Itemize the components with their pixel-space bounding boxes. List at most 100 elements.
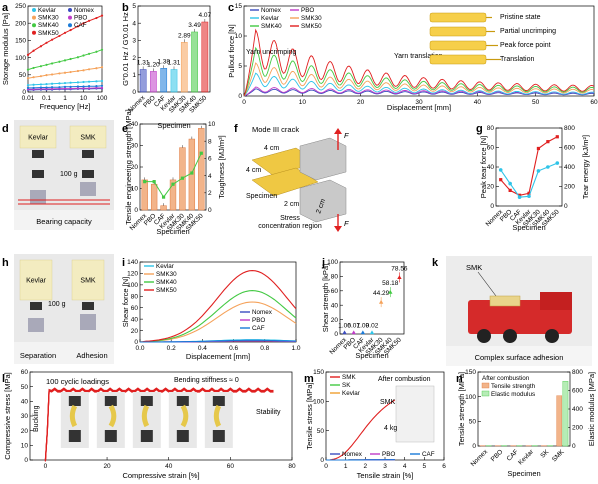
n-y2-tick-label: 200 bbox=[572, 425, 583, 432]
n-y2-tick-label: 0 bbox=[572, 443, 576, 450]
l-y-tick-label: 40 bbox=[21, 399, 29, 406]
a-legend-marker bbox=[32, 8, 36, 12]
n-y2-tick-label: 600 bbox=[572, 388, 583, 395]
a-data-point bbox=[26, 86, 30, 89]
i-y-tick-label: 120 bbox=[127, 271, 138, 278]
a-legend-marker bbox=[32, 30, 36, 35]
a-data-point bbox=[39, 86, 43, 89]
i-legend-label: SMK50 bbox=[156, 287, 177, 294]
a-data-point bbox=[63, 85, 67, 88]
i-x-tick-label: 0.0 bbox=[135, 345, 144, 352]
panel-a: a 0.01 0.1 1 10 100 0 50 100 150 200 250 Kevlar Nomex… bbox=[1, 2, 108, 111]
f-grip-top bbox=[299, 137, 347, 181]
l-x-tick-label: 20 bbox=[103, 463, 111, 470]
b-ylabel: G″0.01 Hz / G′0.01 Hz bbox=[121, 12, 130, 86]
a-data-point bbox=[87, 68, 91, 71]
b-y-tick-label: 4 bbox=[132, 20, 136, 27]
panel-i: i 0.0 0.2 0.4 0.6 0.8 1.0 0 20 40 60 80 100 120 140 Kev… bbox=[121, 257, 301, 361]
l-clip bbox=[212, 396, 225, 406]
i-x-tick-label: 0.4 bbox=[198, 345, 207, 352]
j-data-point bbox=[360, 330, 366, 335]
a-data-point bbox=[26, 77, 30, 80]
panel-letter-n: n bbox=[456, 373, 463, 385]
h-weight bbox=[80, 314, 96, 330]
a-legend-marker bbox=[68, 23, 72, 28]
c-series-line bbox=[243, 28, 595, 97]
h-clip bbox=[30, 302, 42, 310]
c-legend-label: PBO bbox=[301, 7, 314, 14]
i-legend-label: CAF bbox=[252, 325, 265, 332]
a-data-point bbox=[76, 81, 80, 84]
n-legend-label: Elastic modulus bbox=[491, 391, 535, 398]
l-clip bbox=[68, 396, 81, 406]
c-legend-label: SMK50 bbox=[301, 23, 322, 30]
a-data-point bbox=[87, 52, 91, 55]
g-force-point bbox=[555, 135, 559, 139]
c-xlabel: Displacement [mm] bbox=[387, 103, 451, 112]
i-y-tick-label: 0 bbox=[134, 339, 138, 346]
panel-l: l 0 20 40 60 80 0 10 20 30 40 50 60 100 cyclic loadin… bbox=[2, 369, 296, 480]
f-dimension-label: 2 cm bbox=[284, 201, 299, 208]
l-y-tick-label: 60 bbox=[21, 369, 29, 376]
l-clip bbox=[176, 396, 189, 406]
h-fabric-photo bbox=[71, 259, 105, 301]
a-legend-label: SMK30 bbox=[38, 15, 59, 22]
b-y-tick-label: 5 bbox=[132, 3, 136, 10]
i-axes-frame bbox=[139, 261, 297, 343]
a-data-point bbox=[76, 56, 80, 59]
l-xlabel: Compressive strain [%] bbox=[122, 471, 199, 480]
c-inset-label: Pristine state bbox=[500, 14, 541, 21]
n-title: After combustion bbox=[482, 375, 530, 382]
g-y2label: Tear energy [kJ/m²] bbox=[581, 135, 590, 199]
e-bar bbox=[160, 205, 167, 211]
g-force-point bbox=[536, 146, 541, 151]
i-x-tick-label: 0.8 bbox=[260, 345, 269, 352]
m-x-tick-label: 0 bbox=[324, 463, 328, 470]
d-fabric-label: SMK bbox=[80, 135, 96, 142]
j-value-label: 44.29 bbox=[373, 290, 390, 297]
c-legend-label: Kevlar bbox=[261, 15, 279, 22]
a-data-point bbox=[82, 85, 85, 88]
h-caption-bg bbox=[14, 342, 114, 364]
g-xlabel: Specimen bbox=[512, 223, 545, 232]
panel-g: g0204060800200400600800NomexPBOCAFKevlar… bbox=[476, 123, 590, 232]
d-clip bbox=[82, 170, 94, 178]
panel-letter-m: m bbox=[304, 373, 314, 385]
k-truck-wheel bbox=[503, 329, 517, 343]
a-legend-marker bbox=[32, 23, 36, 28]
g-y2-tick-label: 600 bbox=[564, 145, 575, 152]
c-x-tick-label: 60 bbox=[590, 99, 598, 106]
l-y-tick-label: 30 bbox=[21, 413, 29, 420]
e-bar bbox=[141, 179, 148, 211]
a-y-tick-label: 100 bbox=[15, 55, 26, 62]
d-weight bbox=[30, 190, 46, 204]
b-value-label: 2.89 bbox=[178, 32, 191, 39]
d-weight bbox=[80, 182, 96, 196]
a-legend-label: SMK40 bbox=[38, 22, 59, 29]
a-data-point bbox=[82, 69, 85, 72]
c-inset-label: Peak force point bbox=[500, 42, 551, 49]
j-data-point bbox=[369, 330, 375, 335]
c-annotation: Yarn uncrimping bbox=[246, 49, 297, 56]
e-y2-tick-label: 8 bbox=[208, 138, 212, 145]
b-y-tick-label: 2 bbox=[132, 55, 136, 62]
l-fabric-strip bbox=[180, 404, 189, 428]
panel-letter-d: d bbox=[2, 123, 9, 135]
n-y-tick-label: 50 bbox=[469, 419, 477, 426]
e-toughness-point bbox=[161, 195, 166, 199]
g-force-point bbox=[546, 140, 550, 144]
panel-letter-a: a bbox=[2, 2, 9, 14]
g-y2-tick-label: 200 bbox=[564, 184, 575, 191]
j-value-label: 1.06 bbox=[338, 323, 351, 330]
panel-h: h Kevlar SMK 100 g Separation Adhesion bbox=[2, 254, 114, 364]
f-force-arrowhead bbox=[334, 226, 342, 232]
l-y-tick-label: 50 bbox=[21, 384, 29, 391]
i-legend-label: PBO bbox=[252, 317, 265, 324]
i-y-tick-label: 140 bbox=[127, 259, 138, 266]
c-y-tick-label: 15 bbox=[235, 3, 243, 10]
e-bar bbox=[198, 128, 205, 211]
a-data-point bbox=[58, 60, 61, 63]
i-x-tick-label: 1.0 bbox=[291, 345, 300, 352]
b-bar bbox=[160, 68, 168, 93]
